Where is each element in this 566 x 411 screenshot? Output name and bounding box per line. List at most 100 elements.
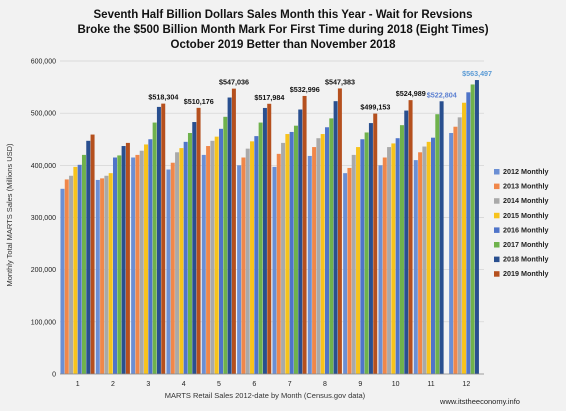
- legend-item: 2015 Monthly: [503, 211, 549, 220]
- bar: [148, 139, 153, 374]
- x-tick-label: 10: [392, 381, 400, 388]
- x-axis-label: MARTS Retail Sales 2012-date by Month (C…: [165, 391, 366, 400]
- bar: [302, 95, 307, 375]
- bar: [131, 157, 136, 374]
- bar: [431, 137, 435, 374]
- x-tick-label: 2: [111, 381, 115, 388]
- bar: [337, 88, 342, 374]
- bar: [351, 154, 356, 374]
- bar: [139, 150, 144, 374]
- bar: [382, 157, 387, 374]
- chart-title-line-3: October 2019 Better than November 2018: [171, 39, 397, 51]
- legend-item: 2017 Monthly: [503, 240, 549, 249]
- bar: [210, 140, 215, 374]
- bar: [113, 157, 117, 374]
- legend-swatch: [494, 198, 500, 204]
- bar: [462, 102, 467, 374]
- y-tick-label: 500,000: [31, 111, 56, 118]
- y-tick-label: 400,000: [31, 163, 56, 170]
- data-label: $547,383: [325, 77, 355, 86]
- bars: [60, 80, 479, 375]
- bar: [219, 128, 223, 374]
- legend-swatch: [494, 212, 500, 219]
- bar: [156, 106, 161, 374]
- chart-title-line-2: Broke the $500 Billion Month Mark For Fi…: [77, 24, 488, 36]
- data-label: $522,804: [427, 90, 457, 99]
- bar: [391, 143, 396, 374]
- bar: [108, 173, 113, 374]
- x-axis-ticks: 1 2 3 4 5 6 7 8 9 10 11 12: [76, 381, 471, 388]
- y-tick-label: 300,000: [31, 215, 56, 222]
- bar: [453, 126, 458, 374]
- bar: [404, 110, 409, 374]
- bar: [206, 146, 211, 374]
- bar: [245, 148, 250, 374]
- bar: [435, 114, 440, 375]
- bar: [187, 132, 192, 374]
- bar: [418, 152, 423, 374]
- bar: [170, 162, 175, 374]
- legend-item: 2019 Monthly: [503, 269, 549, 278]
- bar: [439, 101, 444, 375]
- legend-swatch: [494, 256, 500, 263]
- legend-item: 2013 Monthly: [503, 182, 549, 191]
- bar: [183, 141, 188, 374]
- bar: [368, 123, 373, 374]
- data-label: $499,153: [360, 103, 390, 112]
- bar: [426, 141, 431, 374]
- bar: [267, 103, 272, 375]
- bar: [289, 131, 294, 374]
- bar: [262, 107, 267, 374]
- bar: [281, 142, 286, 374]
- x-tick-label: 6: [252, 381, 256, 388]
- bar: [395, 138, 400, 374]
- y-tick-label: 100,000: [31, 319, 56, 326]
- x-tick-label: 11: [427, 381, 434, 388]
- bar: [60, 188, 65, 374]
- bar: [192, 122, 197, 374]
- legend-swatch: [494, 271, 500, 277]
- bar: [250, 141, 255, 374]
- legend-item: 2014 Monthly: [503, 196, 549, 205]
- bar: [227, 97, 232, 375]
- bar: [449, 132, 454, 374]
- bar: [320, 134, 325, 374]
- bar: [422, 146, 427, 374]
- bar: [408, 100, 413, 374]
- bar: [121, 146, 126, 374]
- legend: 2012 Monthly 2013 Monthly 2014 Monthly 2015…: [494, 167, 549, 278]
- bar: [223, 116, 228, 375]
- x-tick-label: 1: [76, 381, 80, 388]
- bar: [276, 153, 281, 374]
- bar: [214, 136, 219, 374]
- bar: [316, 138, 321, 374]
- bar: [466, 92, 471, 375]
- bar: [144, 144, 149, 374]
- bar: [86, 140, 91, 374]
- bar: [285, 134, 290, 374]
- legend-item: 2018 Monthly: [503, 255, 549, 264]
- bar: [298, 109, 303, 374]
- legend-swatch: [494, 242, 500, 248]
- bar: [73, 166, 78, 374]
- legend-swatch: [494, 183, 500, 190]
- x-tick-label: 8: [323, 381, 327, 388]
- data-label: $517,984: [254, 93, 284, 102]
- bar: [77, 164, 82, 374]
- y-axis-ticks: 0 100,000 200,000 300,000 400,000 500,000 600,…: [31, 59, 56, 379]
- bar: [329, 118, 334, 374]
- bar: [258, 122, 263, 374]
- x-tick-label: 12: [462, 381, 470, 388]
- y-tick-label: 200,000: [31, 267, 56, 274]
- chart-title-line-1: Seventh Half Billion Dollars Sales Month…: [94, 9, 473, 21]
- data-label: $532,996: [290, 85, 320, 94]
- bar: [90, 134, 95, 374]
- data-label: $510,176: [184, 97, 214, 106]
- y-tick-label: 600,000: [31, 59, 56, 66]
- bar: [166, 169, 171, 374]
- bar: [360, 139, 365, 374]
- bar: [81, 154, 86, 374]
- bar: [152, 122, 157, 374]
- bar: [356, 147, 361, 374]
